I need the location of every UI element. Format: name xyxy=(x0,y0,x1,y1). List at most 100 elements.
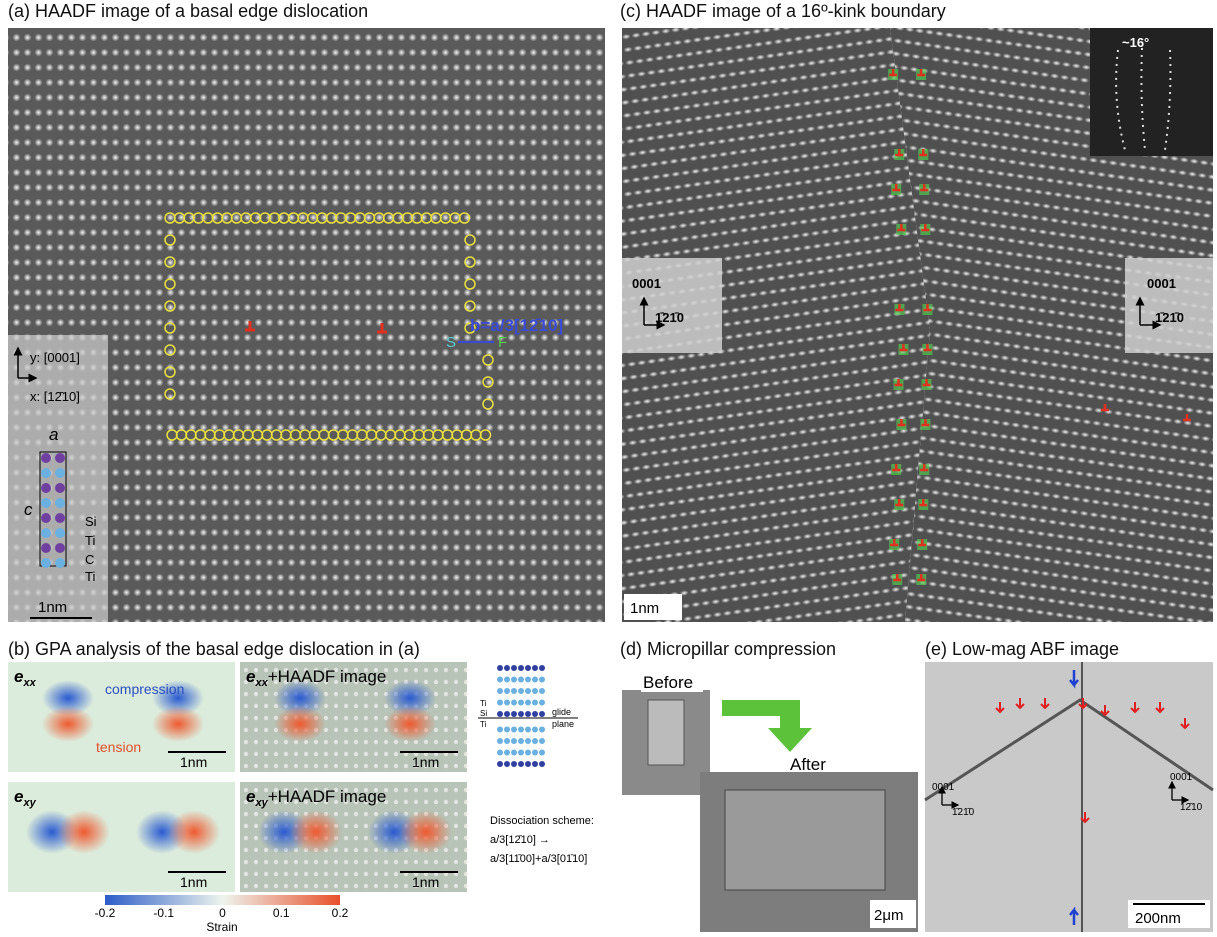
atom-column xyxy=(293,763,299,769)
atom-column xyxy=(463,763,469,769)
atom-column xyxy=(463,667,469,673)
direction-label: 0001 xyxy=(632,276,661,291)
markers xyxy=(995,670,1190,925)
atom xyxy=(532,738,538,744)
atom-column xyxy=(463,691,469,697)
atom xyxy=(539,711,545,717)
red-arrow xyxy=(995,702,1005,714)
atom-column xyxy=(353,667,359,673)
atom-column xyxy=(363,799,369,805)
dislocation-symbol xyxy=(921,419,930,427)
atom-column xyxy=(363,811,369,817)
atom-column xyxy=(443,739,449,745)
atom xyxy=(525,688,531,694)
atom-column xyxy=(243,679,249,685)
atom-column xyxy=(343,727,349,733)
atom-column xyxy=(323,883,329,889)
dislocation-symbol xyxy=(892,464,901,472)
atom-column xyxy=(303,667,309,673)
atom-column xyxy=(253,859,259,865)
pillar xyxy=(647,699,685,766)
atom-column xyxy=(443,703,449,709)
atom xyxy=(55,468,65,478)
atom-column xyxy=(333,751,339,757)
atom-column xyxy=(463,787,469,793)
atom-column xyxy=(463,703,469,709)
atom-column xyxy=(343,703,349,709)
angle-label: ~16° xyxy=(1122,35,1149,50)
atom xyxy=(525,711,531,717)
axis-label: x: [12̄10] xyxy=(30,389,80,404)
atom-column xyxy=(253,871,259,877)
atom-column xyxy=(313,871,319,877)
atom-column xyxy=(243,667,249,673)
atom-column xyxy=(293,859,299,865)
atom-column xyxy=(373,679,379,685)
atom-column xyxy=(463,847,469,853)
atom-column xyxy=(313,751,319,757)
atom-column xyxy=(323,787,329,793)
atom-column xyxy=(263,883,269,889)
atom-column xyxy=(283,667,289,673)
dislocation-symbol xyxy=(922,379,931,387)
atom-column xyxy=(353,835,359,841)
atom-column xyxy=(243,835,249,841)
atom-label: C xyxy=(85,552,94,567)
subscript: xx xyxy=(22,677,36,689)
atom-column xyxy=(423,679,429,685)
atom-label: Si xyxy=(85,514,97,529)
atom-column xyxy=(273,859,279,865)
atom-column xyxy=(283,883,289,889)
atom xyxy=(55,498,65,508)
atom-column xyxy=(393,799,399,805)
atom xyxy=(511,676,517,683)
atom-column xyxy=(453,679,459,685)
atom-column xyxy=(433,763,439,769)
atom-column xyxy=(243,799,249,805)
scale-box xyxy=(624,594,682,620)
atom-column xyxy=(293,883,299,889)
atom-column xyxy=(283,787,289,793)
atom-column xyxy=(273,799,279,805)
atom-column xyxy=(323,739,329,745)
start-label: S xyxy=(446,334,456,351)
atom-column xyxy=(363,679,369,685)
burgers-circuit xyxy=(164,212,494,441)
atom-column xyxy=(433,739,439,745)
atom-column xyxy=(453,727,459,733)
atom-column xyxy=(323,859,329,865)
shear-lobe xyxy=(58,810,110,854)
atom-column xyxy=(243,787,249,793)
atom xyxy=(518,761,524,767)
atom-column xyxy=(253,667,259,673)
atom-column xyxy=(253,835,259,841)
atom-column xyxy=(243,727,249,733)
atom-column xyxy=(413,787,419,793)
atom-column xyxy=(353,715,359,721)
atom-column xyxy=(263,871,269,877)
circuit-atom xyxy=(164,322,176,334)
atom-column xyxy=(333,763,339,769)
dislocation-symbol xyxy=(893,574,902,582)
inset xyxy=(1125,258,1213,353)
atom-column xyxy=(303,883,309,889)
colorbar-tick: -0.2 xyxy=(95,906,116,920)
circuit-atom xyxy=(458,212,471,224)
colorbar xyxy=(105,895,340,905)
atom-column xyxy=(443,691,449,697)
atom xyxy=(504,738,510,744)
red-arrow xyxy=(1180,718,1190,730)
atom xyxy=(518,665,524,671)
tension-lobe xyxy=(274,706,326,742)
atom-column xyxy=(443,859,449,865)
dislocation-symbol xyxy=(890,539,899,547)
circuit-atom xyxy=(164,300,176,312)
atom xyxy=(511,761,517,767)
atom-column xyxy=(393,787,399,793)
atom-column xyxy=(323,667,329,673)
atom xyxy=(497,688,503,694)
atom-column xyxy=(243,871,249,877)
atom-column xyxy=(453,811,459,817)
atom xyxy=(41,528,51,538)
circuit-atom xyxy=(464,234,476,246)
